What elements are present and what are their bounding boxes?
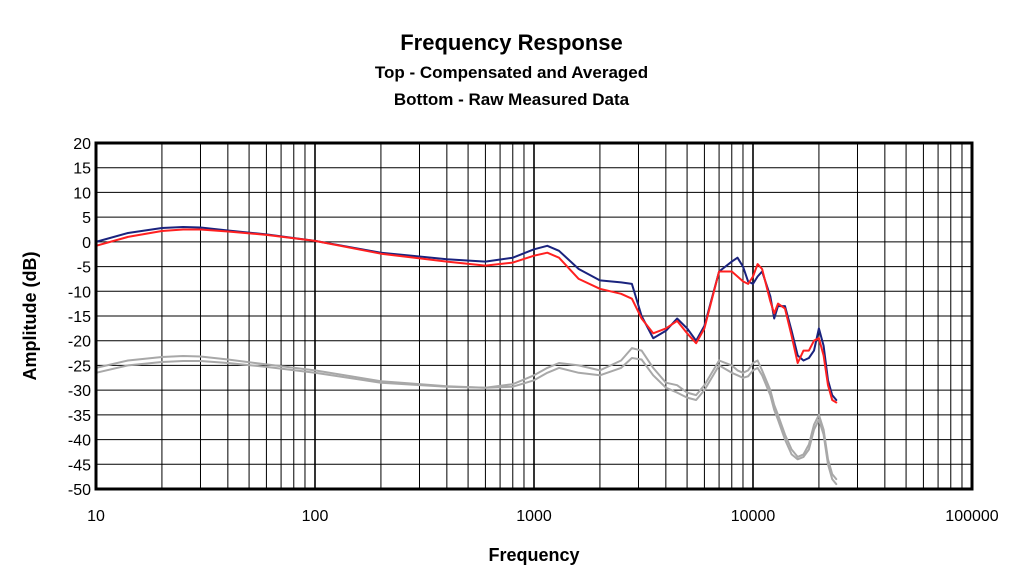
x-tick-label: 100000 [945,508,998,525]
y-tick-label: -15 [68,309,91,326]
y-tick-label: 0 [82,235,91,252]
chart-subtitle-bottom: Bottom - Raw Measured Data [393,90,630,109]
series-line-1 [95,228,838,404]
y-tick-labels: 20 15 10 5 0 -5 -10 -15 -20 -25 -30 -35 -40 -45 -50 [68,136,91,499]
x-tick-labels: 10 100 1000 10000 100000 [87,508,999,525]
chart-subtitle-top: Top - Compensated and Averaged [374,63,649,82]
y-axis-label: Amplitude (dB) [20,252,40,381]
y-tick-label: -25 [68,358,91,375]
y-tick-label: 5 [82,210,91,227]
y-tick-label: -5 [77,260,91,277]
y-tick-label: -20 [68,334,91,351]
x-axis-label: Frequency [488,545,579,565]
x-tick-label: 1000 [516,508,552,525]
series-line-3 [95,357,838,486]
y-tick-label: 20 [73,136,91,153]
y-tick-label: -45 [68,457,91,474]
series-line-2 [95,347,838,481]
plot-frame [94,141,974,491]
chart-title: Frequency Response [400,30,623,55]
y-tick-label: -10 [68,284,91,301]
series-line-0 [95,226,838,401]
x-tick-label: 10000 [731,508,776,525]
y-tick-label: -40 [68,433,91,450]
x-tick-label: 100 [302,508,329,525]
y-tick-label: -50 [68,482,91,499]
y-tick-label: 15 [73,161,91,178]
x-tick-label: 10 [87,508,105,525]
y-tick-label: 10 [73,185,91,202]
y-tick-label: -30 [68,383,91,400]
series-lines [95,226,838,486]
y-tick-label: -35 [68,408,91,425]
grid-lines [95,142,972,490]
